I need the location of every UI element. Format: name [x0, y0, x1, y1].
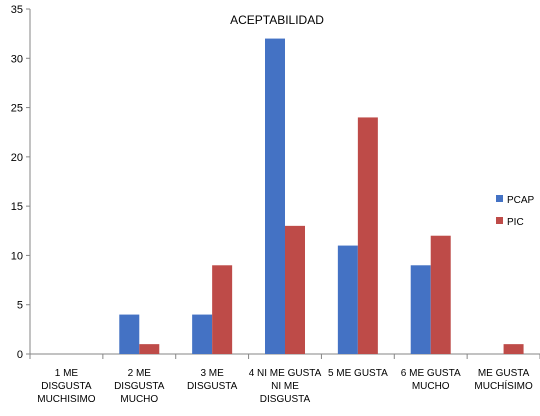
y-tick-label: 30 [11, 53, 23, 65]
y-tick-label: 35 [11, 4, 23, 16]
bar-pcap-2 [119, 314, 140, 354]
x-category-label: 3 ME DISGUSTA [187, 368, 238, 392]
bar-pic-5 [357, 117, 378, 354]
bar-pcap-4 [265, 38, 285, 354]
y-tick-label: 5 [17, 300, 23, 312]
bar-pic-2 [139, 344, 160, 354]
x-category-label: 5 ME GUSTA [328, 368, 388, 379]
chart-title: ACEPTABILIDAD [230, 13, 324, 27]
bar-pic-3 [212, 265, 233, 354]
legend-label-pic: PIC [507, 217, 524, 228]
legend-label-pcap: PCAP [507, 195, 535, 206]
y-tick-label: 20 [11, 152, 23, 164]
x-category-label: 4 NI ME GUSTA NI ME DISGUSTA [249, 368, 322, 405]
legend-swatch-pic [496, 217, 503, 224]
x-category-label: 2 ME DISGUSTA MUCHO [114, 368, 165, 405]
legend-swatch-pcap [496, 195, 503, 202]
bar-pcap-5 [337, 245, 358, 354]
x-category-label: 1 ME DISGUSTA MUCHISIMO [37, 368, 96, 405]
bar-pcap-3 [192, 314, 213, 354]
x-category-label: 6 ME GUSTA MUCHO [401, 368, 461, 392]
bar-pic-6 [430, 235, 451, 354]
x-category-label: ME GUSTA MUCHÍSIMO [474, 368, 533, 392]
y-tick-label: 25 [11, 103, 23, 115]
bar-pic-4 [285, 225, 305, 354]
y-tick-label: 15 [11, 201, 23, 213]
bar-pic-7 [503, 344, 524, 354]
y-tick-label: 10 [11, 250, 23, 262]
bar-pcap-6 [410, 265, 431, 354]
y-tick-label: 0 [17, 349, 23, 361]
